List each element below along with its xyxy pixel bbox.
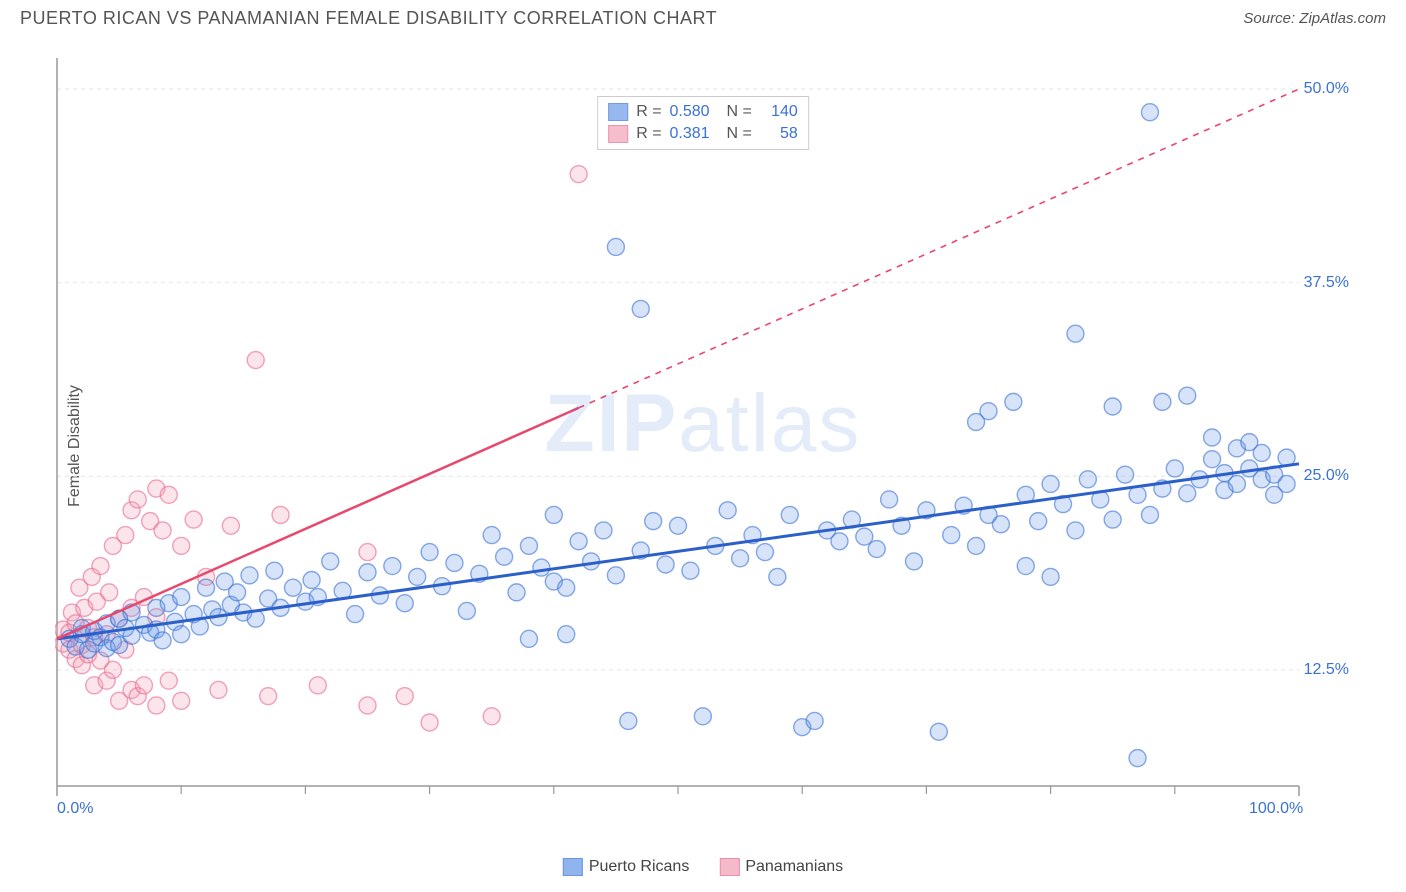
x-tick-label: 0.0% [57, 800, 93, 818]
scatter-chart [55, 48, 1351, 832]
chart-title: PUERTO RICAN VS PANAMANIAN FEMALE DISABI… [20, 8, 717, 29]
legend-swatch [563, 858, 583, 876]
legend-stat-row: R = 0.381 N = 58 [608, 123, 798, 145]
chart-area: ZIPatlas R = 0.580 N = 140R = 0.381 N = … [55, 48, 1351, 832]
legend-swatch [608, 125, 628, 143]
legend-stat-row: R = 0.580 N = 140 [608, 101, 798, 123]
x-tick-label: 100.0% [1249, 800, 1303, 818]
correlation-legend: R = 0.580 N = 140R = 0.381 N = 58 [597, 96, 809, 150]
y-tick-label: 25.0% [1304, 467, 1349, 485]
legend-series-label: Puerto Ricans [589, 858, 690, 876]
legend-swatch [719, 858, 739, 876]
y-tick-label: 50.0% [1304, 80, 1349, 98]
series-legend: Puerto Ricans Panamanians [563, 858, 843, 876]
y-tick-label: 12.5% [1304, 661, 1349, 679]
legend-series-label: Panamanians [745, 858, 843, 876]
source-label: Source: ZipAtlas.com [1243, 10, 1386, 27]
legend-series-item: Panamanians [719, 858, 843, 876]
legend-series-item: Puerto Ricans [563, 858, 690, 876]
y-tick-label: 37.5% [1304, 274, 1349, 292]
legend-swatch [608, 103, 628, 121]
